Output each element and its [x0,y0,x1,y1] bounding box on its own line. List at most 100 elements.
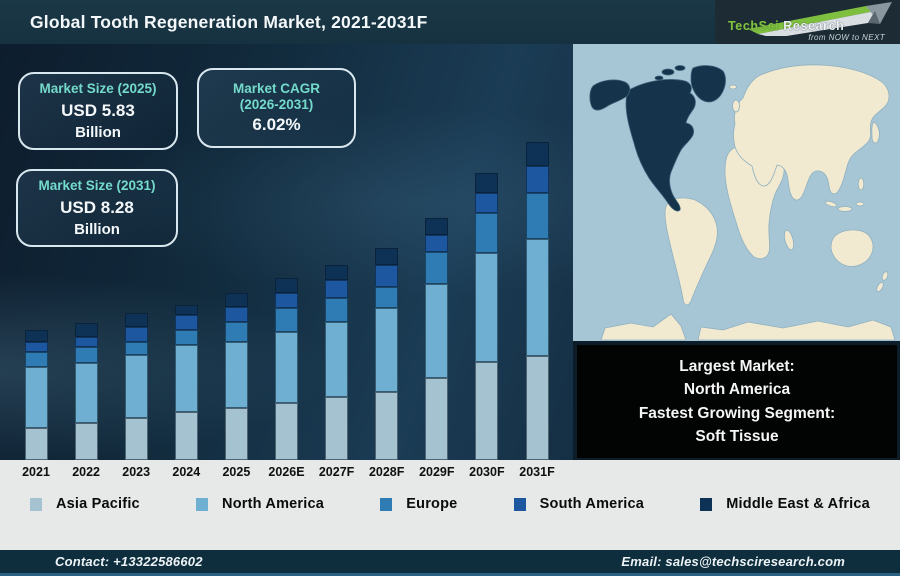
region-iceland [729,84,737,90]
bar-segment-middle-east-africa [24,330,48,342]
bar-segment-europe [124,342,148,355]
bar-segment-north-america [174,345,198,412]
x-axis-label-2023: 2023 [122,465,151,479]
stacked-bar-2026E [275,278,298,460]
bar-segment-asia-pacific [525,356,549,460]
region-arctic-island-3 [654,75,664,81]
bar-segment-middle-east-africa [74,323,98,337]
footer-bar: Contact: +13322586602 Email: sales@techs… [0,550,900,576]
bar-segment-middle-east-africa [525,142,549,166]
bar-segment-south-america [475,193,499,213]
world-map [573,44,900,341]
chart-panel: Market Size (2025) USD 5.83 Billion Mark… [0,44,573,460]
logo-tagline: from NOW to NEXT [808,33,885,42]
largest-market-callout: Largest Market: North America Fastest Grow… [577,345,897,458]
region-antarctica-west [600,313,687,341]
bar-segment-asia-pacific [174,412,198,460]
legend-label: South America [539,496,645,512]
legend-swatch [513,497,526,511]
bar-segment-europe [325,298,349,322]
x-axis-label-2021: 2021 [22,465,50,479]
stacked-bar-2025 [224,293,248,460]
region-new-zealand-north [881,271,889,281]
bar-segment-north-america [475,253,499,362]
stacked-bar-2024 [174,305,198,460]
bar-segment-middle-east-africa [275,278,298,293]
bar-segment-europe [74,347,98,363]
stat-value: USD 5.83 [61,100,135,120]
stat-box-market-size-2025: Market Size (2025) USD 5.83 Billion [18,72,178,150]
bar-segment-europe [375,287,399,308]
x-axis-label-2025: 2025 [222,465,251,479]
bar-segment-europe [224,322,248,342]
stacked-bar-chart [0,44,573,460]
stacked-bar-2028F [375,248,399,460]
logo-arrow-icon [748,2,892,36]
bar-segment-asia-pacific [325,397,349,460]
region-indonesia-1 [824,200,838,208]
bar-segment-south-america [124,327,148,342]
stat-label-line2: (2026-2031) [239,96,314,112]
page-title: Global Tooth Regeneration Market, 2021-2… [30,11,428,32]
stacked-bar-2031F [525,142,549,460]
callout-line-1: Largest Market: [679,358,795,375]
bar-segment-south-america [525,166,549,193]
legend-swatch [700,497,713,511]
x-axis-label-2022: 2022 [72,465,100,479]
bar-segment-asia-pacific [275,403,298,460]
x-axis-label-2029F: 2029F [419,465,455,479]
legend-label: Asia Pacific [56,496,140,512]
stacked-bar-2030F [475,173,499,460]
bar-segment-asia-pacific [74,423,98,460]
legend-item-asia-pacific: Asia Pacific [30,496,140,512]
bar-segment-middle-east-africa [174,305,198,315]
bar-segment-europe [174,330,198,345]
axis-and-legend-band: 2021 2022 2023 2024 2025 2026E 2027F 2028F 2029F… [0,460,900,550]
bar-segment-middle-east-africa [124,313,148,327]
stacked-bar-2027F [325,265,349,460]
region-arctic-island-2 [674,65,686,71]
bar-segment-middle-east-africa [224,293,248,307]
region-new-zealand-south [876,282,884,292]
bar-segment-south-america [275,293,298,308]
callout-line-4: Soft Tissue [695,427,779,445]
legend-label: Middle East & Africa [726,496,870,512]
techsci-logo: TechSci Research from NOW to NEXT [715,0,900,44]
region-uk [732,99,740,113]
region-indonesia-2 [837,206,853,212]
callout-line-3: Fastest Growing Segment: [638,404,836,422]
bar-segment-europe [475,213,499,253]
region-alaska [589,79,631,111]
footer-email: Email: sales@techsciresearch.com [621,554,845,569]
legend-label: North America [222,496,325,512]
region-north-america [625,79,696,212]
bar-segment-south-america [224,307,248,322]
main-content: Market Size (2025) USD 5.83 Billion Mark… [0,44,900,460]
bar-segment-north-america [275,332,298,403]
bar-segment-south-america [425,235,449,252]
x-axis-label-2026E: 2026E [268,465,305,479]
bar-segment-north-america [224,342,248,408]
legend-label: Europe [406,496,458,512]
bar-segment-asia-pacific [475,362,499,460]
stacked-bar-2023 [124,313,148,460]
x-axis-label-2027F: 2027F [318,465,355,479]
x-axis-label-2024: 2024 [172,465,201,479]
legend-item-middle-east-africa: Middle East & Africa [700,496,870,512]
bar-segment-south-america [375,265,399,287]
bar-segment-asia-pacific [124,418,148,460]
bar-segment-north-america [425,284,449,378]
stat-label: Market Size (2025) [39,81,157,97]
stat-label: Market CAGR (2026-2031) [207,81,346,112]
bar-segment-europe [24,352,48,367]
legend-swatch [196,497,209,511]
x-axis-label-2030F: 2030F [469,465,505,479]
legend-item-south-america: South America [513,496,645,512]
region-madagascar [783,229,795,251]
bar-segment-south-america [325,280,349,298]
bar-segment-asia-pacific [425,378,449,460]
stat-unit: Billion [75,123,121,141]
chart-legend: Asia Pacific North America Europe South Ame… [0,496,900,512]
callout-line-2: North America [683,381,791,399]
